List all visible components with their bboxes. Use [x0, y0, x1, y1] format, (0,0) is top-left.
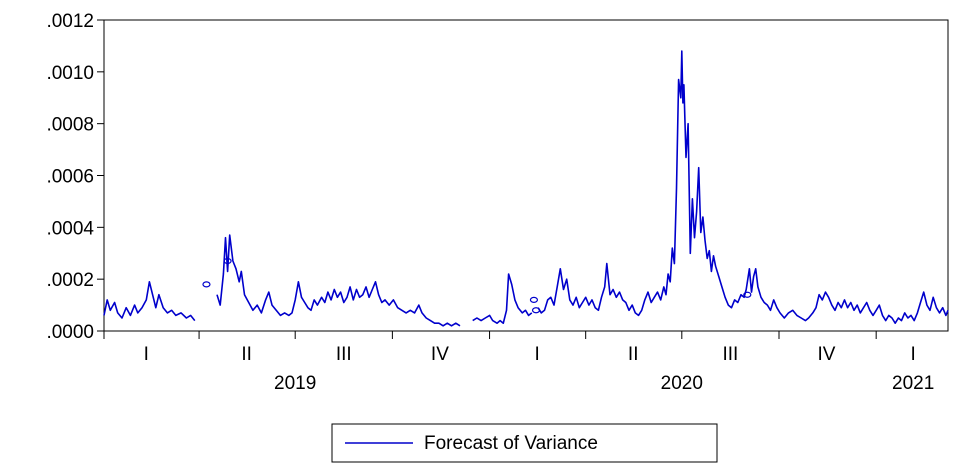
series-line-segment-1 [216, 234, 461, 327]
quarter-label-0: I [144, 344, 149, 365]
series-point-0 [202, 281, 211, 288]
legend: Forecast of Variance [331, 423, 718, 463]
year-label-2: 2021 [892, 373, 934, 394]
quarter-label-6: III [722, 344, 738, 365]
quarter-label-4: I [534, 344, 539, 365]
series-point-1 [223, 257, 232, 265]
y-tick-label-4: .0008 [46, 115, 94, 136]
y-tick-label-0: .0000 [46, 322, 94, 343]
y-tick-label-5: .0010 [46, 63, 94, 84]
series-line-segment-3 [537, 50, 949, 325]
quarter-label-5: II [628, 344, 639, 365]
series-layer [103, 50, 949, 327]
series-point-3 [531, 307, 541, 314]
series-line-segment-0 [103, 280, 196, 322]
y-axis: .0000 .0002 .0004 .0006 .0008 .0010 .0012 [46, 11, 104, 343]
quarter-label-3: IV [431, 344, 449, 365]
quarter-label-2: III [336, 344, 352, 365]
year-label-0: 2019 [274, 373, 316, 394]
quarter-label-1: II [241, 344, 252, 365]
legend-label: Forecast of Variance [424, 433, 598, 454]
series-line-segment-2 [472, 273, 533, 325]
plot-frame [103, 19, 949, 332]
y-tick-label-6: .0012 [46, 11, 94, 32]
y-tick-label-1: .0002 [46, 270, 94, 291]
series-point-2 [529, 296, 539, 303]
y-tick-label-2: .0004 [46, 218, 94, 239]
quarter-label-8: I [911, 344, 916, 365]
quarter-label-7: IV [818, 344, 836, 365]
y-tick-label-3: .0006 [46, 167, 94, 188]
series-point-4 [743, 291, 752, 298]
year-label-1: 2020 [661, 373, 703, 394]
